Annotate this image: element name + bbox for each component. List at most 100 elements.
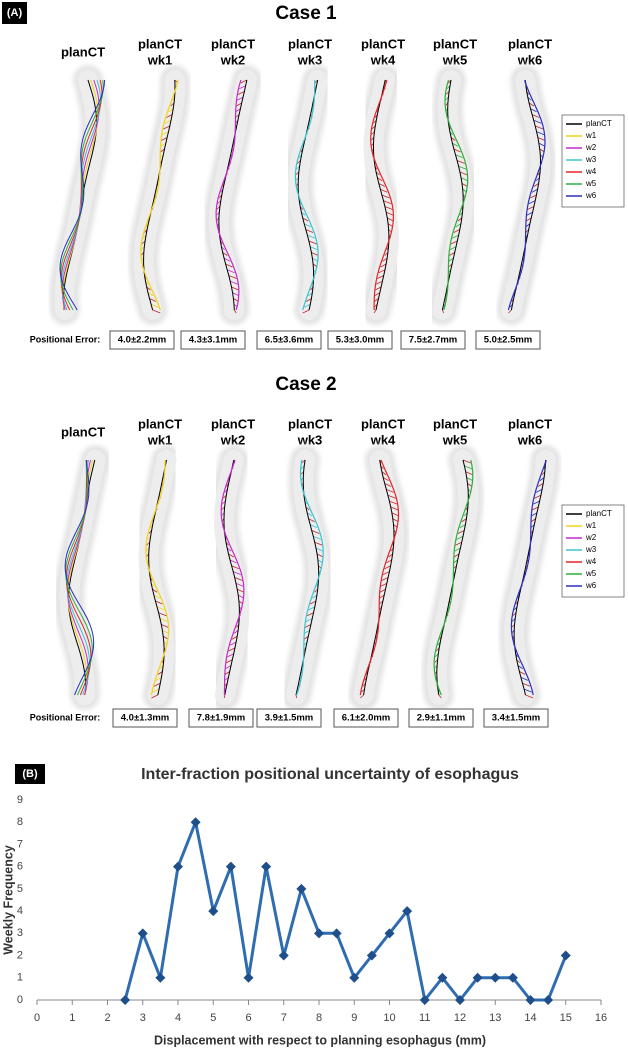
hatch-line [157,671,163,675]
data-point [331,928,342,939]
column-header: wk3 [297,432,323,447]
column-header: wk1 [147,432,173,447]
hatch-line [360,694,364,699]
hatch-line [525,694,534,699]
hatch-line [227,269,235,274]
hatch-line [534,494,542,499]
hatch-line [163,125,170,130]
hatch-line [537,483,544,487]
hatch-line [539,477,545,481]
x-tick-label: 10 [383,1012,395,1024]
contour-line [294,79,319,311]
hatch-line [228,553,235,558]
hatch-line [456,160,465,164]
hatch-line [375,286,382,291]
y-axis-label: Weekly Frequency [1,845,15,955]
hatch-line [377,275,384,279]
contour-line [363,459,395,696]
error-box [400,330,466,350]
column-header: planCT [61,44,105,59]
hatch-line [227,653,234,658]
hatch-line [168,108,174,113]
error-value: 7.8±1.9mm [197,713,246,724]
legend-label: w5 [585,569,597,578]
hatch-line [228,275,237,279]
hatch-line [371,125,376,130]
x-tick-label: 14 [524,1012,536,1024]
legend-label: w6 [585,191,597,200]
hatch-line [308,292,313,297]
data-point [419,995,430,1005]
column-header: wk4 [370,52,396,67]
hatch-line [236,96,244,101]
hatch-line [302,309,310,314]
esophagus-volume [353,450,405,705]
hatch-line [240,79,248,84]
hatch-line [146,286,151,291]
hatch-line [448,257,454,262]
legend-label: w1 [585,521,597,530]
hatch-line [305,618,313,622]
x-tick-label: 0 [34,1012,40,1024]
error-value: 7.5±2.7mm [409,335,458,346]
data-point [208,906,219,917]
hatch-line [295,165,300,170]
x-tick-label: 3 [140,1012,146,1024]
data-point [384,928,395,939]
hatch-line [151,694,158,699]
hatch-line [538,142,546,147]
hatch-line [457,217,463,222]
hatch-line [308,240,317,245]
hatch-line [530,194,537,199]
hatch-line [161,624,169,628]
column-header: planCT [508,416,552,431]
contour-line [218,79,248,311]
hatch-line [155,600,163,605]
hatch-line [449,246,457,251]
hatch-line [433,659,438,664]
hatch-line [531,188,538,193]
hatch-line [234,577,243,581]
hatch-line [304,223,311,228]
data-point [155,972,166,983]
error-box [109,330,175,350]
hatch-line [152,588,158,593]
contour-line [223,459,240,696]
hatch-line [528,102,535,107]
hatch-line [237,594,245,599]
hatch-line [312,257,319,262]
hatch-line [226,547,232,552]
contour-line [145,459,170,696]
y-tick-label: 3 [17,927,23,939]
hatch-line [310,600,317,605]
error-box [112,708,178,728]
hatch-line [304,303,311,308]
hatch-line [222,252,228,256]
error-value: 4.0±1.3mm [121,713,170,724]
error-value: 3.9±1.5mm [265,713,314,724]
hatch-line [459,524,466,528]
legend-box [561,504,625,598]
hatch-line [523,688,533,693]
hatch-line [152,688,160,693]
hatch-line [520,677,528,681]
case-title: Case 2 [275,374,336,395]
hatch-line [225,263,233,268]
legend-label: w3 [585,545,597,554]
hatch-line [454,547,461,552]
hatch-line [381,194,390,199]
contour-line [373,79,390,311]
hatch-line [387,217,394,222]
hatch-line [225,659,233,664]
hatch-line [434,653,439,658]
hatch-line [312,594,318,599]
column-header: wk4 [370,432,396,447]
error-value: 6.5±3.6mm [265,335,314,346]
contour-line [61,79,101,311]
hatch-line [380,263,387,268]
hatch-line [231,635,238,640]
hatch-line [160,148,165,153]
data-point [543,995,554,1005]
hatch-line [153,594,160,599]
